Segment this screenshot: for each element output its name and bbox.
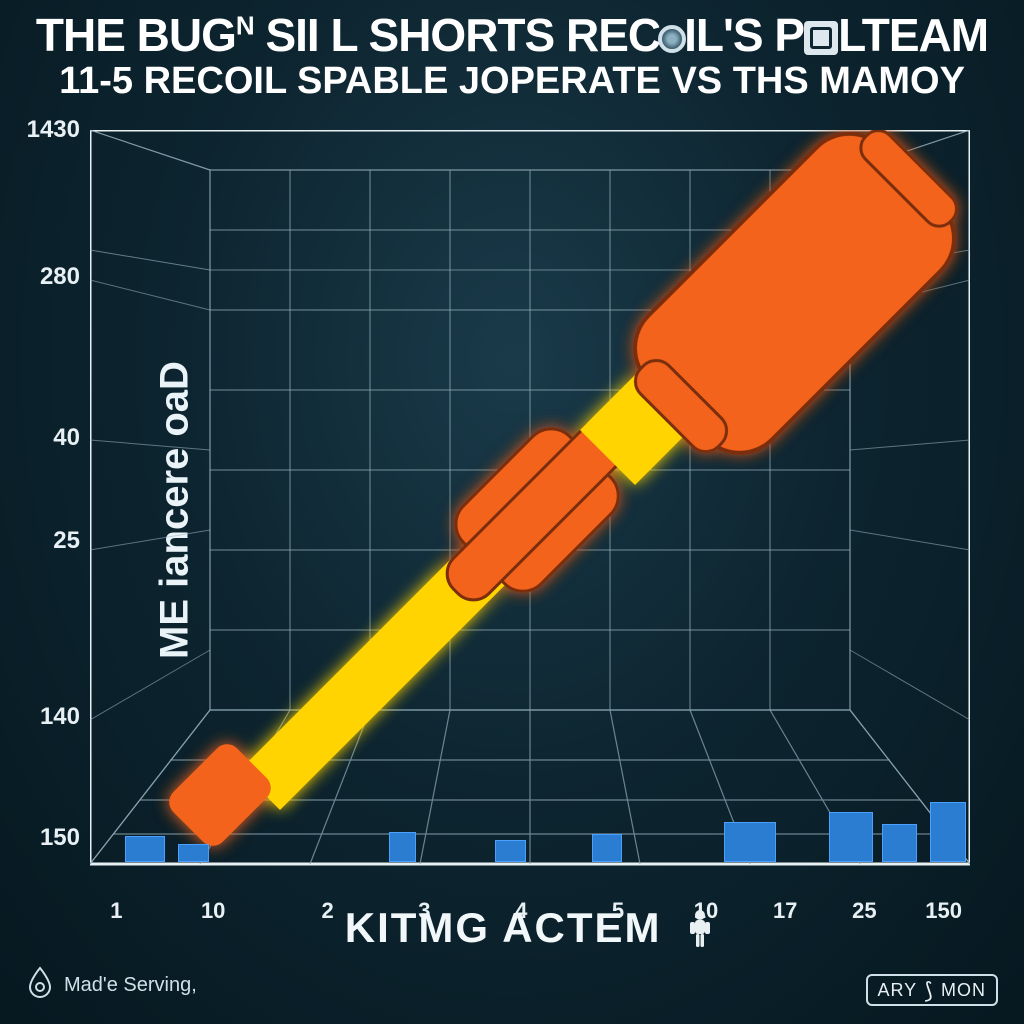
chart-area: ME iancere oaD <box>90 130 970 890</box>
mini-bar <box>829 812 873 862</box>
y-tick: 1430 <box>20 116 80 144</box>
title-line-1: THE BUGN SII L SHORTS REC IL'S P LTEAM <box>0 12 1024 58</box>
title-seg-c: IL'S P <box>684 9 804 61</box>
drop-icon <box>26 966 54 1004</box>
footer-left: Mad'e Serving, <box>26 966 197 1004</box>
title-seg-b: SII L SHORTS REC <box>254 9 660 61</box>
x-axis-label: KITMG ACTEM <box>345 904 662 951</box>
footer-right: ARY ⟆ MON <box>866 978 999 1004</box>
y-tick: 140 <box>20 703 80 731</box>
title-block: THE BUGN SII L SHORTS REC IL'S P LTEAM 11-… <box>0 12 1024 100</box>
mini-bar <box>930 802 965 862</box>
mini-bar <box>389 832 415 862</box>
brand-badge: ARY ⟆ MON <box>866 974 999 1006</box>
mini-bar <box>882 824 917 862</box>
brand-a: ARY <box>878 980 918 1000</box>
x-axis-label-row: KITMG ACTEM <box>90 904 970 958</box>
footer-left-text: Mad'e Serving, <box>64 974 197 997</box>
mini-bar <box>724 822 777 862</box>
title-lens-icon <box>658 25 686 53</box>
title-badge-icon <box>804 21 838 55</box>
brand-divider-icon: ⟆ <box>917 978 941 1003</box>
mini-bar <box>125 836 165 862</box>
mini-bar <box>592 834 623 862</box>
mini-bar <box>495 840 526 862</box>
brand-b: MON <box>941 980 986 1000</box>
title-sup: N <box>236 11 254 41</box>
y-tick: 25 <box>20 527 80 555</box>
mini-bar <box>178 844 209 862</box>
y-tick: 150 <box>20 824 80 852</box>
chart-grid <box>90 130 970 890</box>
person-icon <box>685 908 715 958</box>
title-line-2: 11-5 RECOIL SPABLE JOPERATE VS THS MAMOY <box>0 62 1024 100</box>
y-tick: 40 <box>20 424 80 452</box>
title-seg-a: THE BUG <box>36 9 236 61</box>
y-tick: 280 <box>20 263 80 291</box>
title-seg-d: LTEAM <box>838 9 988 61</box>
